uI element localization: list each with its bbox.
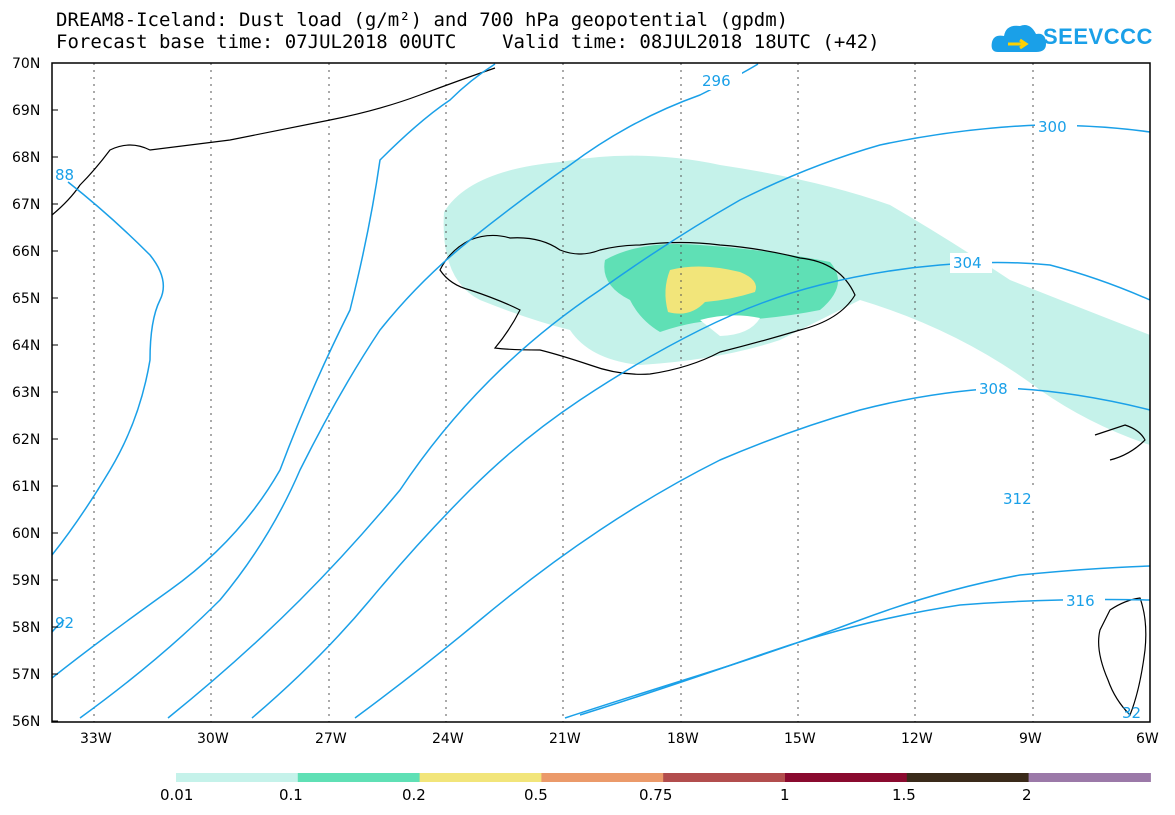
contour-label-308: 308 — [979, 380, 1008, 398]
dust-field — [443, 155, 1150, 445]
legend-swatch — [906, 773, 1030, 782]
geopotential-contours — [51, 63, 1151, 719]
latitude-axis — [52, 62, 58, 722]
color-legend — [176, 773, 1151, 782]
legend-swatch — [541, 773, 664, 782]
graticule — [93, 63, 1034, 722]
contour-labels: 296 300 304 308 312 316 88 92 32 — [55, 70, 1141, 722]
logo-text: SEEVCCC — [1043, 24, 1153, 49]
legend-swatch — [663, 773, 786, 782]
legend-swatch — [419, 773, 542, 782]
lon-label: 24W — [432, 731, 464, 747]
legend-label: 0.2 — [402, 786, 426, 804]
map-subtitle: Forecast base time: 07JUL2018 00UTC Vali… — [56, 31, 880, 53]
contour-label-292: 92 — [55, 614, 74, 632]
lon-label: 9W — [1019, 731, 1042, 747]
coastlines — [51, 67, 1147, 717]
lat-label: 62N — [12, 432, 40, 448]
lat-label: 68N — [12, 150, 40, 166]
contour-label-296: 296 — [702, 72, 731, 90]
lon-label: 15W — [784, 731, 816, 747]
map-title: DREAM8-Iceland: Dust load (g/m²) and 700… — [56, 9, 789, 31]
cloud-logo-icon — [991, 25, 1046, 52]
lon-label: 30W — [197, 731, 229, 747]
legend-swatch — [176, 773, 299, 782]
lon-label: 18W — [667, 731, 699, 747]
contour-label-320: 32 — [1122, 704, 1141, 722]
lat-label: 58N — [12, 620, 40, 636]
lat-label: 56N — [12, 714, 40, 730]
legend-label: 2 — [1022, 786, 1032, 804]
lat-label: 59N — [12, 573, 40, 589]
legend-label: 0.5 — [524, 786, 548, 804]
lat-label: 69N — [12, 103, 40, 119]
legend-label: 0.1 — [279, 786, 303, 804]
lat-label: 63N — [12, 385, 40, 401]
lat-label: 57N — [12, 667, 40, 683]
lon-label: 21W — [549, 731, 581, 747]
contour-label-288: 88 — [55, 166, 74, 184]
lat-label: 61N — [12, 479, 40, 495]
longitude-labels: 33W 30W 27W 24W 21W 18W 15W 12W 9W 6W — [80, 731, 1159, 747]
lat-label: 67N — [12, 197, 40, 213]
lat-label: 65N — [12, 291, 40, 307]
legend-swatch — [1028, 773, 1151, 782]
lat-label: 60N — [12, 526, 40, 542]
lon-label: 6W — [1136, 731, 1159, 747]
latitude-labels: 70N 69N 68N 67N 66N 65N 64N 63N 62N 61N … — [12, 56, 40, 730]
lat-label: 66N — [12, 244, 40, 260]
legend-swatch — [297, 773, 421, 782]
lat-label: 70N — [12, 56, 40, 72]
legend-label: 1.5 — [892, 786, 916, 804]
lon-label: 12W — [901, 731, 933, 747]
legend-label: 0.01 — [160, 786, 194, 804]
contour-label-300: 300 — [1038, 118, 1067, 136]
lon-label: 27W — [315, 731, 347, 747]
legend-label: 0.75 — [639, 786, 673, 804]
lon-label: 33W — [80, 731, 112, 747]
contour-label-304: 304 — [953, 254, 982, 272]
legend-swatch — [785, 773, 908, 782]
contour-label-312: 312 — [1003, 490, 1032, 508]
contour-label-316: 316 — [1066, 592, 1095, 610]
legend-label: 1 — [780, 786, 790, 804]
lat-label: 64N — [12, 338, 40, 354]
